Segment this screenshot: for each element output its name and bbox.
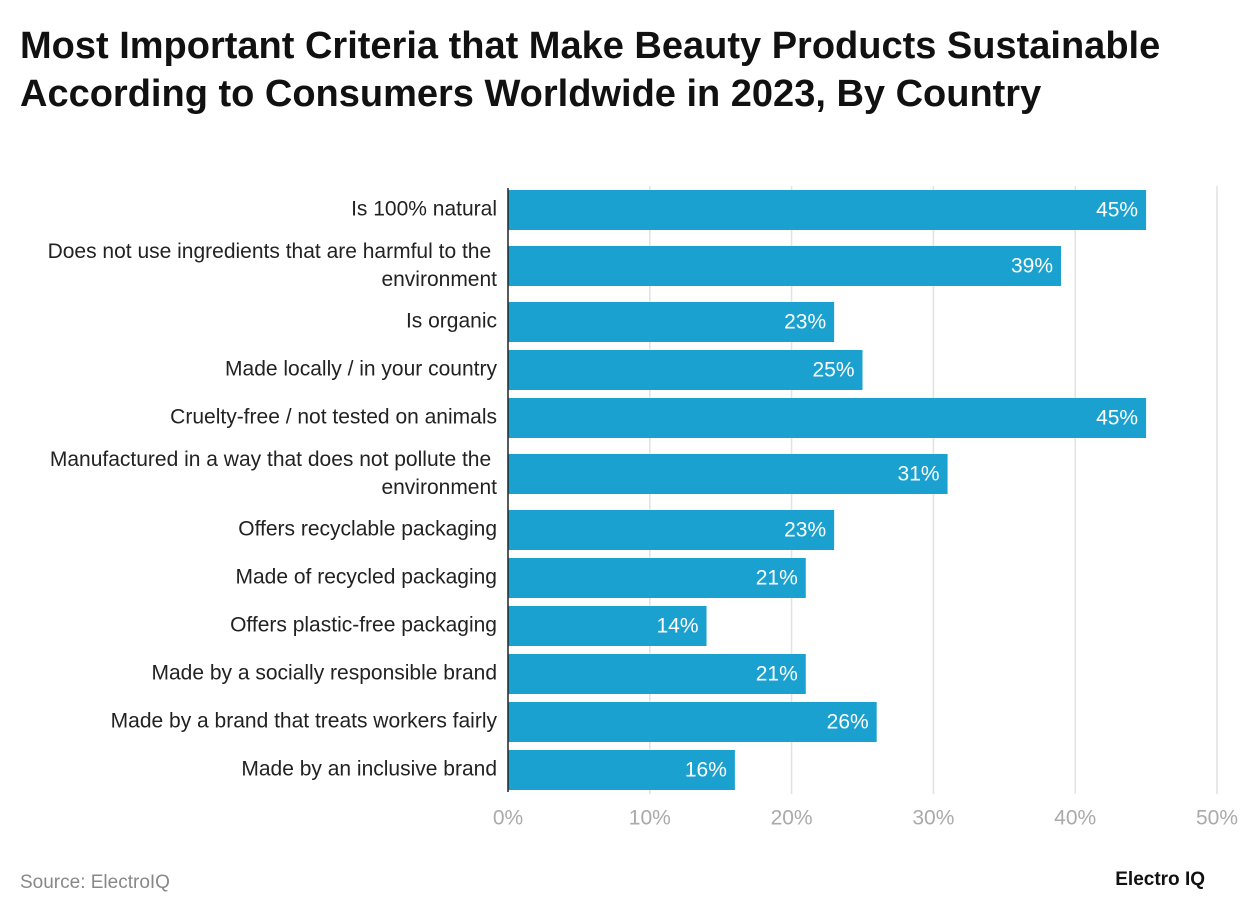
y-tick-label: Does not use ingredients that are harmfu…	[48, 240, 498, 291]
data-label: 26%	[827, 711, 869, 734]
bar	[508, 190, 1147, 230]
data-label: 45%	[1096, 199, 1138, 222]
bar	[508, 654, 806, 694]
source: Source: ElectroIQ	[20, 872, 170, 893]
bar	[508, 398, 1147, 438]
data-label: 23%	[784, 311, 826, 334]
data-label: 31%	[898, 463, 940, 486]
chart-title: Most Important Criteria that Make Beauty…	[20, 25, 1161, 115]
x-tick-label: 20%	[771, 807, 813, 830]
data-label: 21%	[756, 567, 798, 590]
brand-logo: Electro IQ	[1115, 869, 1205, 890]
x-tick-label: 30%	[912, 807, 954, 830]
y-tick-label: Offers plastic-free packaging	[230, 614, 497, 637]
bar	[508, 702, 877, 742]
bar	[508, 350, 863, 390]
y-tick-label: Cruelty-free / not tested on animals	[170, 406, 497, 429]
y-tick-label: Made by a socially responsible brand	[151, 662, 497, 685]
data-label: 39%	[1011, 255, 1053, 278]
data-label: 23%	[784, 519, 826, 542]
bar	[508, 510, 835, 550]
x-tick-label: 50%	[1196, 807, 1238, 830]
bar	[508, 302, 835, 342]
y-tick-label: Made by a brand that treats workers fair…	[111, 710, 498, 733]
data-label: 21%	[756, 663, 798, 686]
y-tick-label: Made locally / in your country	[225, 358, 497, 381]
data-label: 45%	[1096, 407, 1138, 430]
y-tick-label: Is organic	[406, 310, 497, 333]
y-tick-label: Offers recyclable packaging	[238, 518, 497, 541]
y-tick-label: Made of recycled packaging	[236, 566, 498, 589]
x-tick-label: 0%	[493, 807, 523, 830]
data-label: 16%	[685, 759, 727, 782]
bar	[508, 454, 948, 494]
y-tick-label: Manufactured in a way that does not poll…	[50, 448, 497, 499]
data-label: 25%	[812, 359, 854, 382]
y-tick-label: Is 100% natural	[351, 198, 497, 221]
bar	[508, 558, 806, 598]
y-tick-label: Made by an inclusive brand	[241, 758, 497, 781]
x-tick-label: 40%	[1054, 807, 1096, 830]
data-label: 14%	[656, 615, 698, 638]
x-tick-label: 10%	[629, 807, 671, 830]
bar	[508, 246, 1062, 286]
bar	[508, 750, 735, 790]
bar	[508, 606, 707, 646]
